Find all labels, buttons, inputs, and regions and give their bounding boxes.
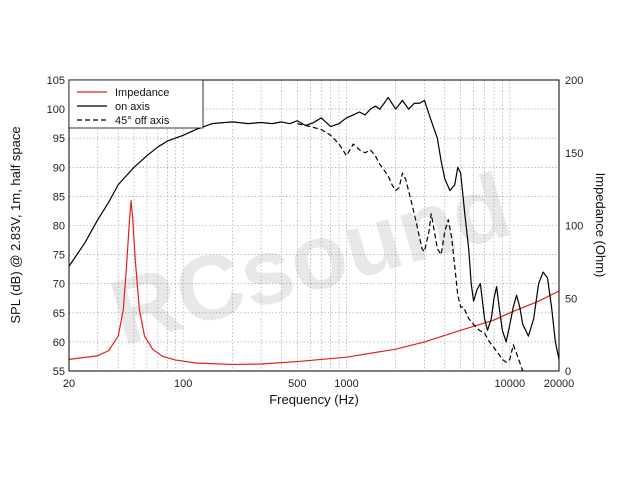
y-right-tick-label: 200 bbox=[565, 75, 583, 87]
y-left-tick-label: 65 bbox=[53, 308, 65, 320]
y-left-tick-label: 95 bbox=[53, 133, 65, 145]
y-left-tick-label: 70 bbox=[53, 279, 65, 291]
y-left-tick-label: 80 bbox=[53, 221, 65, 233]
y-left-tick-label: 85 bbox=[53, 191, 65, 203]
x-tick-label: 20 bbox=[63, 378, 75, 390]
legend-box bbox=[68, 79, 204, 129]
watermark: RCsound bbox=[100, 154, 521, 365]
legend-label-impedance: Impedance bbox=[115, 87, 169, 99]
y-right-tick-label: 50 bbox=[565, 293, 577, 305]
on-axis-line bbox=[68, 96, 560, 360]
y-left-tick-label: 60 bbox=[53, 337, 65, 349]
legend: Impedance on axis 45° off axis bbox=[68, 79, 204, 129]
y-right-tick-label: 100 bbox=[565, 221, 583, 233]
y-left-tick-label: 75 bbox=[53, 250, 65, 262]
x-tick-label: 20000 bbox=[544, 378, 575, 390]
y-left-tick-label: 105 bbox=[47, 75, 65, 87]
legend-label-off-axis: 45° off axis bbox=[115, 115, 170, 127]
impedance-line bbox=[68, 200, 560, 366]
series-lines bbox=[68, 96, 560, 372]
y-right-tick-label: 150 bbox=[565, 148, 583, 160]
legend-label-on-axis: on axis bbox=[115, 101, 150, 113]
y-left-tick-label: 90 bbox=[53, 162, 65, 174]
x-tick-label: 500 bbox=[288, 378, 306, 390]
y-axis-label-left: SPL (dB) @ 2.83V, 1m, half space bbox=[8, 126, 23, 323]
y-right-tick-label: 0 bbox=[565, 366, 571, 378]
y-axis-label-right: Impedance (Ohm) bbox=[593, 173, 608, 278]
axis-ticks: 20 100 500 1000 10000 20000556065707580859095… bbox=[47, 75, 584, 390]
x-tick-label: 1000 bbox=[334, 378, 358, 390]
x-tick-label: 100 bbox=[174, 378, 192, 390]
off-axis-45-line bbox=[297, 123, 524, 372]
y-left-tick-label: 100 bbox=[47, 104, 65, 116]
x-tick-label: 10000 bbox=[495, 378, 526, 390]
plot-frame bbox=[68, 79, 560, 372]
x-axis-label: Frequency (Hz) bbox=[269, 392, 359, 407]
grid bbox=[69, 80, 559, 371]
y-left-tick-label: 55 bbox=[53, 366, 65, 378]
